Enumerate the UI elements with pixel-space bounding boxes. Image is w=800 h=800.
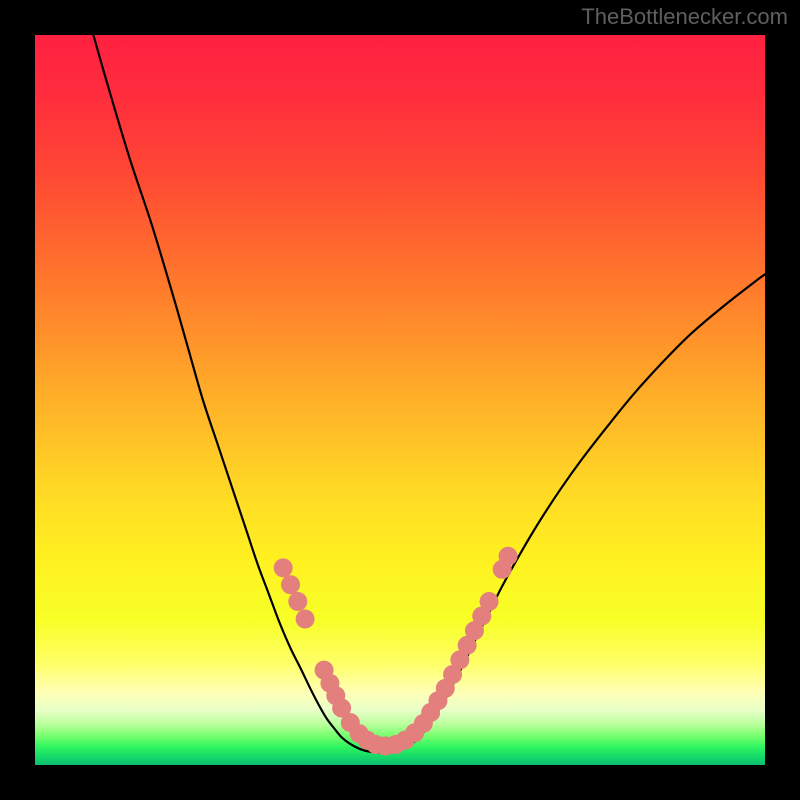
chart-svg <box>0 0 800 800</box>
gradient-plot-area <box>35 35 765 765</box>
marker-dot <box>480 592 499 611</box>
marker-dot <box>288 592 307 611</box>
chart-stage: TheBottlenecker.com <box>0 0 800 800</box>
marker-dot <box>296 610 315 629</box>
marker-dot <box>281 575 300 594</box>
marker-dot <box>274 558 293 577</box>
marker-dot <box>499 547 518 566</box>
watermark-text: TheBottlenecker.com <box>581 4 788 30</box>
